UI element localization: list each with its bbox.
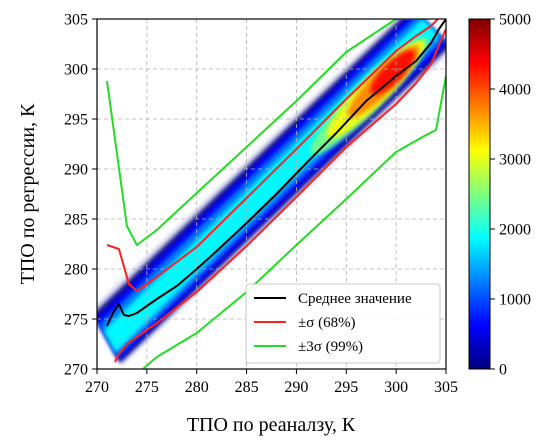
series-line-0-0 [106,19,446,327]
colorbar-gradient [468,18,491,370]
colorbar-tick-label: 4000 [499,82,531,99]
density-hotspot-3 [370,50,415,95]
colorbar-ticks: 0 1000 2000 3000 4000 5000 [490,12,531,379]
x-tick-label: 290 [284,379,308,396]
x-axis: 270 275 280 285 290 295 300 305 [85,369,458,396]
y-tick-label: 280 [64,262,88,279]
colorbar-tick-label: 5000 [499,12,531,29]
y-tick-label: 290 [64,162,88,179]
x-tick-label: 300 [384,379,408,396]
y-axis-label: ТПО по регрессии, К [17,103,39,284]
legend-box [245,283,441,364]
series-line-2-0 [106,19,422,246]
colorbar-tick-label: 0 [499,362,507,379]
legend-label-mean: Среднее значение [298,291,412,307]
x-tick-label: 280 [185,379,209,396]
colorbar-tick-label: 1000 [499,292,531,309]
legend: Среднее значение ±σ (68%) ±3σ (99%) [245,283,441,364]
x-tick-label: 270 [85,379,109,396]
y-tick-label: 300 [64,62,88,79]
y-tick-label: 295 [64,112,88,129]
y-tick-label: 285 [64,212,88,229]
x-tick-label: 305 [434,379,458,396]
y-tick-label: 270 [64,362,88,379]
series-line-1-0 [106,19,439,292]
series-line-2-1 [142,75,446,369]
colorbar: 0 1000 2000 3000 4000 5000 [468,12,531,379]
plot-frame [96,18,447,370]
series-layer [106,19,446,369]
x-tick-label: 285 [235,379,259,396]
colorbar-tick-label: 2000 [499,222,531,239]
legend-label-3sigma: ±3σ (99%) [298,339,363,355]
colorbar-tick-label: 3000 [499,152,531,169]
y-tick-label: 305 [64,12,88,29]
series-line-1-1 [114,28,446,363]
x-tick-label: 275 [135,379,159,396]
x-axis-label: ТПО по реаналзу, К [187,414,356,436]
legend-label-sigma: ±σ (68%) [298,315,356,331]
y-tick-label: 275 [64,312,88,329]
x-tick-label: 295 [334,379,358,396]
y-axis: 270 275 280 285 290 295 300 305 [64,12,97,379]
